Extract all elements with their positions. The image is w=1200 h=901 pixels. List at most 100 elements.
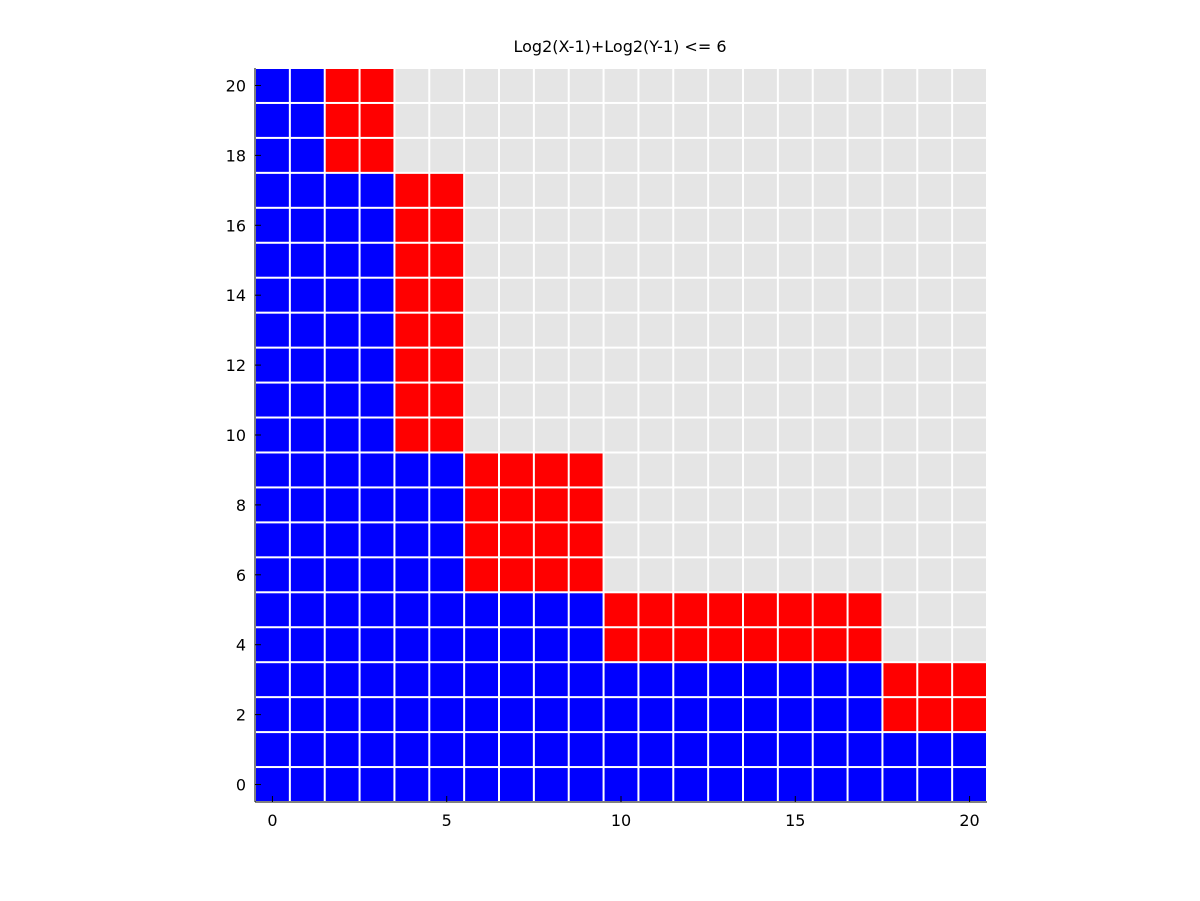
cell-gray — [639, 173, 673, 207]
cell-blue — [778, 733, 812, 767]
cell-red — [395, 278, 429, 312]
cell-gray — [953, 69, 986, 102]
cell-blue — [360, 418, 394, 452]
cell-blue — [360, 593, 394, 627]
cell-blue — [848, 698, 882, 732]
cell-blue — [290, 698, 324, 732]
cell-gray — [953, 523, 986, 557]
cell-blue — [430, 698, 464, 732]
cell-red — [848, 628, 882, 662]
cell-gray — [674, 173, 708, 207]
cell-blue — [465, 628, 498, 662]
cell-blue — [360, 768, 394, 801]
cell-gray — [813, 138, 847, 172]
cell-gray — [848, 488, 882, 522]
cell-gray — [639, 348, 673, 382]
cell-gray — [918, 418, 952, 452]
cell-blue — [256, 593, 289, 627]
cell-blue — [395, 698, 429, 732]
cell-gray — [569, 418, 603, 452]
cell-gray — [848, 453, 882, 487]
cell-blue — [256, 208, 289, 242]
cell-blue — [290, 523, 324, 557]
cell-red — [430, 173, 464, 207]
cell-gray — [848, 278, 882, 312]
cell-gray — [604, 103, 638, 137]
cell-red — [465, 558, 498, 592]
cell-gray — [778, 173, 812, 207]
cell-gray — [778, 523, 812, 557]
cell-gray — [430, 69, 464, 102]
cell-blue — [848, 733, 882, 767]
cell-gray — [604, 173, 638, 207]
cell-blue — [290, 103, 324, 137]
cell-red — [918, 698, 952, 732]
cell-blue — [465, 768, 498, 801]
cell-blue — [360, 488, 394, 522]
cell-gray — [918, 208, 952, 242]
cell-red — [534, 558, 568, 592]
cell-blue — [256, 453, 289, 487]
cell-gray — [639, 243, 673, 277]
y-tick-label: 12 — [226, 356, 246, 375]
cell-gray — [813, 173, 847, 207]
cell-blue — [290, 208, 324, 242]
cell-blue — [534, 733, 568, 767]
cell-blue — [256, 698, 289, 732]
cell-blue — [604, 733, 638, 767]
cell-blue — [290, 69, 324, 102]
cell-gray — [848, 558, 882, 592]
y-tick-label: 10 — [226, 426, 246, 445]
cell-gray — [500, 348, 533, 382]
cell-blue — [325, 628, 359, 662]
cell-gray — [465, 103, 498, 137]
cell-blue — [290, 733, 324, 767]
y-tick-label: 20 — [226, 76, 246, 95]
cell-blue — [500, 663, 533, 697]
cell-gray — [604, 313, 638, 347]
cell-gray — [709, 103, 742, 137]
cell-gray — [953, 208, 986, 242]
cell-gray — [953, 243, 986, 277]
cell-red — [395, 383, 429, 417]
y-tick-label: 4 — [236, 636, 246, 655]
cell-gray — [918, 173, 952, 207]
cell-gray — [953, 383, 986, 417]
cell-blue — [360, 628, 394, 662]
cell-blue — [395, 733, 429, 767]
cell-gray — [813, 523, 847, 557]
cell-blue — [325, 313, 359, 347]
cell-gray — [778, 383, 812, 417]
cell-gray — [534, 313, 568, 347]
cell-red — [709, 628, 742, 662]
cell-gray — [744, 138, 777, 172]
cell-red — [325, 138, 359, 172]
cell-gray — [744, 243, 777, 277]
cell-gray — [639, 418, 673, 452]
cell-gray — [465, 348, 498, 382]
cell-gray — [709, 453, 742, 487]
cell-red — [325, 69, 359, 102]
cell-blue — [569, 698, 603, 732]
cell-blue — [500, 733, 533, 767]
cell-blue — [360, 383, 394, 417]
cell-gray — [778, 69, 812, 102]
cell-gray — [500, 243, 533, 277]
cell-gray — [918, 278, 952, 312]
cell-blue — [778, 698, 812, 732]
cell-red — [360, 138, 394, 172]
cell-gray — [674, 69, 708, 102]
cell-gray — [744, 278, 777, 312]
cell-red — [360, 69, 394, 102]
cell-blue — [813, 663, 847, 697]
cell-blue — [744, 663, 777, 697]
cell-red — [569, 488, 603, 522]
cell-blue — [848, 663, 882, 697]
cell-blue — [430, 663, 464, 697]
cell-gray — [500, 208, 533, 242]
cell-blue — [325, 278, 359, 312]
cell-red — [395, 208, 429, 242]
cell-red — [778, 593, 812, 627]
cell-gray — [918, 348, 952, 382]
cell-blue — [256, 418, 289, 452]
